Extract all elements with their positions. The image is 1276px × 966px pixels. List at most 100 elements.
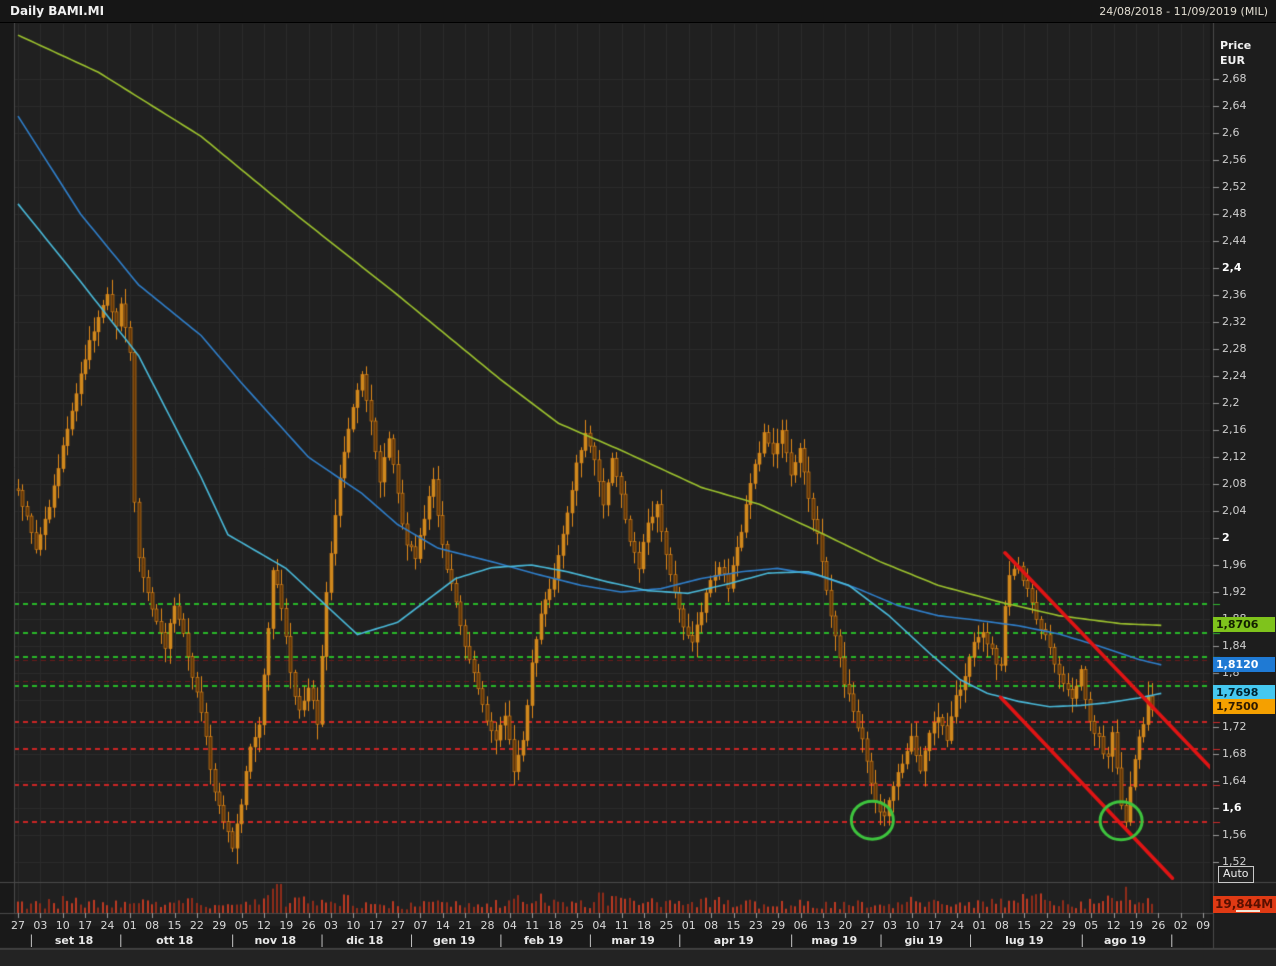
- month-separator: |: [968, 933, 973, 947]
- date-tick-label: 01: [681, 919, 696, 932]
- month-separator: |: [409, 933, 414, 947]
- month-separator: |: [1080, 933, 1085, 947]
- date-tick-label: 10: [905, 919, 920, 932]
- date-tick-label: 02: [1173, 919, 1188, 932]
- price-tick-label: 1,92: [1222, 585, 1247, 598]
- price-tick-label: 1,64: [1222, 774, 1247, 787]
- date-tick-label: 08: [994, 919, 1009, 932]
- price-tick-label: 2,4: [1222, 261, 1242, 274]
- date-tick-label: 08: [145, 919, 160, 932]
- date-tick-label: 08: [704, 919, 719, 932]
- date-tick-label: 01: [972, 919, 987, 932]
- date-tick-label: 17: [78, 919, 93, 932]
- price-tick-label: 2,6: [1222, 126, 1240, 139]
- month-label: feb 19: [523, 934, 564, 947]
- price-tick-label: 2,16: [1222, 423, 1247, 436]
- price-tick-label: 2,08: [1222, 477, 1247, 490]
- date-tick-label: 03: [883, 919, 898, 932]
- month-label: dic 18: [346, 934, 384, 947]
- date-tick-label: 25: [659, 919, 674, 932]
- date-tick-label: 17: [368, 919, 383, 932]
- date-tick-label: 26: [1151, 919, 1166, 932]
- date-tick-label: 11: [614, 919, 629, 932]
- price-tick-label: 2,12: [1222, 450, 1247, 463]
- date-tick-label: 03: [33, 919, 48, 932]
- date-tick-label: 12: [1106, 919, 1121, 932]
- month-label: nov 18: [254, 934, 297, 947]
- month-label: ago 19: [1104, 934, 1146, 947]
- month-label: mag 19: [811, 934, 858, 947]
- month-separator: |: [588, 933, 593, 947]
- month-separator: |: [879, 933, 884, 947]
- price-tick-label: 2,44: [1222, 234, 1247, 247]
- month-separator: |: [230, 933, 235, 947]
- bottom-scroll-strip[interactable]: [0, 949, 1276, 966]
- date-tick-label: 29: [771, 919, 786, 932]
- date-tick-label: 18: [637, 919, 652, 932]
- date-tick-label: 13: [815, 919, 830, 932]
- price-tick-label: 1,52: [1222, 855, 1247, 868]
- date-tick-label: 22: [189, 919, 204, 932]
- auto-scale-button[interactable]: Auto: [1218, 866, 1254, 883]
- price-level-chip: 1,8120: [1213, 656, 1275, 672]
- month-separator: |: [320, 933, 325, 947]
- date-tick-label: 29: [1061, 919, 1076, 932]
- volume-badge-marker: [1236, 910, 1260, 912]
- price-tick-label: 1,68: [1222, 747, 1247, 760]
- price-tick-label: 2,36: [1222, 288, 1247, 301]
- price-level-chip: 1,7698: [1213, 685, 1275, 701]
- month-separator: |: [118, 933, 123, 947]
- price-tick-label: 2,2: [1222, 396, 1240, 409]
- date-tick-label: 10: [346, 919, 361, 932]
- date-tick-label: 28: [480, 919, 495, 932]
- date-tick-label: 10: [55, 919, 70, 932]
- volume-last-value-badge: 19,844M: [1213, 896, 1276, 913]
- price-axis-currency: EUR: [1220, 54, 1245, 67]
- chart-title: Daily BAMI.MI: [10, 4, 105, 18]
- date-tick-label: 15: [167, 919, 182, 932]
- price-tick-label: 2,56: [1222, 153, 1247, 166]
- date-tick-label: 11: [525, 919, 540, 932]
- date-tick-label: 26: [301, 919, 316, 932]
- price-tick-label: 2,48: [1222, 207, 1247, 220]
- date-tick-label: 15: [1017, 919, 1032, 932]
- price-tick-label: 2,64: [1222, 99, 1247, 112]
- date-tick-label: 29: [212, 919, 227, 932]
- date-tick-label: 20: [838, 919, 853, 932]
- month-separator: |: [29, 933, 34, 947]
- date-tick-label: 21: [458, 919, 473, 932]
- month-label: gen 19: [433, 934, 476, 947]
- price-tick-label: 2,68: [1222, 72, 1247, 85]
- month-label: lug 19: [1005, 934, 1044, 947]
- month-label: set 18: [54, 934, 94, 947]
- date-tick-label: 18: [547, 919, 562, 932]
- month-separator: |: [677, 933, 682, 947]
- date-tick-label: 05: [1084, 919, 1099, 932]
- date-tick-label: 07: [413, 919, 428, 932]
- date-tick-label: 05: [234, 919, 249, 932]
- date-tick-label: 12: [256, 919, 271, 932]
- date-tick-label: 19: [1129, 919, 1143, 932]
- date-tick-label: 24: [100, 919, 115, 932]
- date-tick-label: 19: [279, 919, 294, 932]
- price-tick-label: 2,24: [1222, 369, 1247, 382]
- month-label: ott 18: [156, 934, 194, 947]
- month-label: mar 19: [611, 934, 655, 947]
- month-label: giu 19: [904, 934, 944, 947]
- date-tick-label: 03: [324, 919, 339, 932]
- date-tick-label: 25: [570, 919, 584, 932]
- month-separator: |: [789, 933, 794, 947]
- date-tick-label: 04: [592, 919, 607, 932]
- date-tick-label: 14: [435, 919, 450, 932]
- date-tick-label: 01: [122, 919, 137, 932]
- price-tick-label: 2,52: [1222, 180, 1247, 193]
- date-tick-label: 23: [748, 919, 763, 932]
- date-tick-label: 24: [950, 919, 965, 932]
- price-tick-label: 1,84: [1222, 639, 1247, 652]
- date-range-label: 24/08/2018 - 11/09/2019 (MIL): [1099, 5, 1268, 18]
- date-tick-label: 27: [11, 919, 25, 932]
- price-axis-title: Price: [1220, 39, 1252, 52]
- date-tick-label: 04: [502, 919, 517, 932]
